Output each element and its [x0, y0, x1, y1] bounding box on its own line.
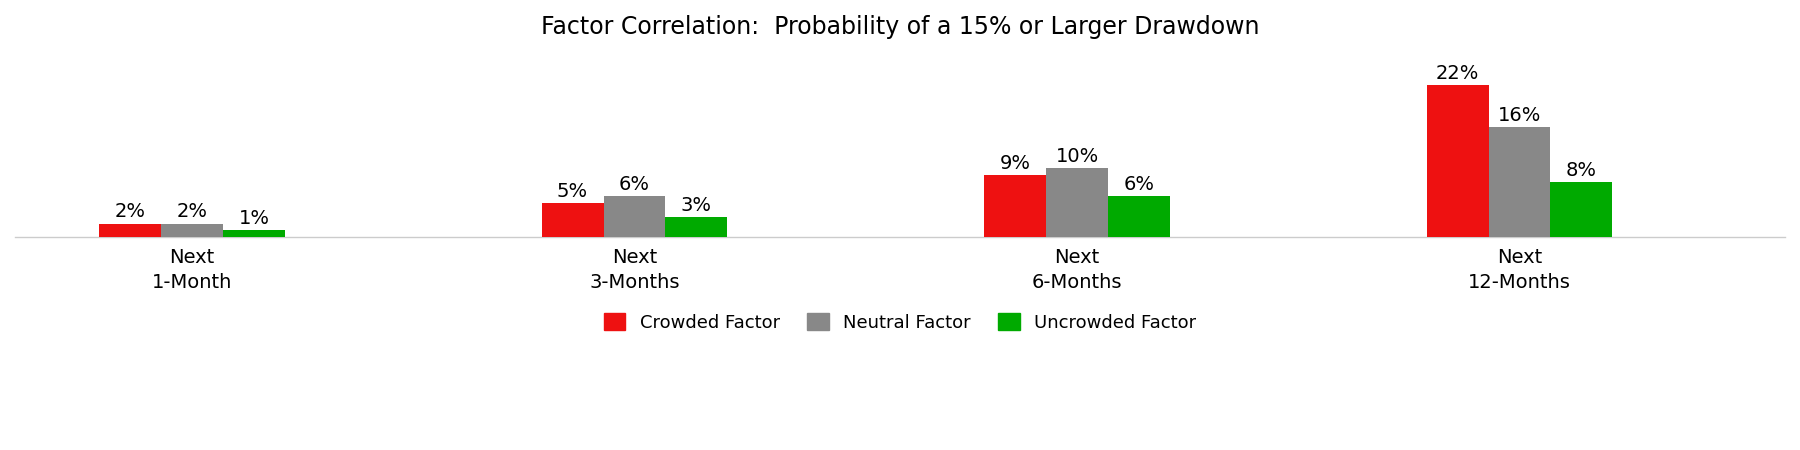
Text: 8%: 8%: [1566, 161, 1597, 180]
Bar: [1046, 168, 1109, 238]
Bar: [542, 203, 603, 238]
Bar: [1489, 127, 1550, 238]
Text: 2%: 2%: [176, 202, 207, 221]
Legend: Crowded Factor, Neutral Factor, Uncrowded Factor: Crowded Factor, Neutral Factor, Uncrowde…: [596, 306, 1204, 339]
Text: 1%: 1%: [238, 209, 270, 229]
Bar: [603, 196, 666, 238]
Text: 10%: 10%: [1055, 147, 1098, 166]
Text: 16%: 16%: [1498, 106, 1541, 125]
Text: 2%: 2%: [115, 202, 146, 221]
Text: 6%: 6%: [619, 175, 650, 194]
Bar: [1109, 196, 1170, 238]
Bar: [1427, 85, 1489, 238]
Text: 9%: 9%: [999, 154, 1031, 173]
Bar: [666, 216, 727, 238]
Bar: [99, 224, 160, 238]
Bar: [1550, 182, 1613, 238]
Title: Factor Correlation:  Probability of a 15% or Larger Drawdown: Factor Correlation: Probability of a 15%…: [540, 15, 1260, 39]
Text: 6%: 6%: [1123, 175, 1154, 194]
Text: 22%: 22%: [1436, 64, 1480, 83]
Text: 3%: 3%: [680, 196, 713, 215]
Bar: [160, 224, 223, 238]
Bar: [223, 230, 284, 238]
Text: 5%: 5%: [556, 182, 589, 201]
Bar: [985, 175, 1046, 238]
